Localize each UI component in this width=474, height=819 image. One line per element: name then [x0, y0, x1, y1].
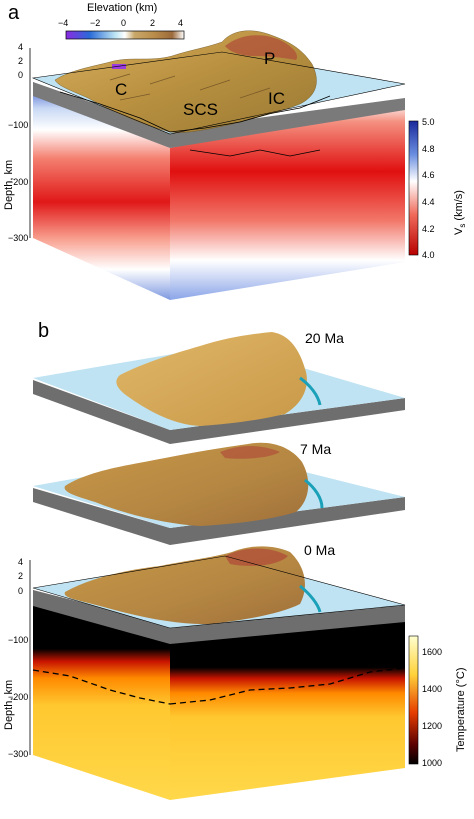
age-label-7ma: 7 Ma: [300, 441, 331, 457]
panel-a-depth-axis-title: Depth, km: [3, 160, 15, 210]
region-label-scs: SCS: [183, 100, 218, 119]
panel-a-basement: [33, 82, 405, 148]
elevation-colorbar-title: Elevation (km): [87, 2, 157, 14]
temperature-tick: 1200: [422, 721, 442, 731]
depth-tick: 2: [18, 56, 23, 66]
elevation-colorbar-ticks: −4 −2 0 2 4: [58, 18, 183, 28]
vs-colorbar: [408, 120, 419, 256]
vs-tick: 4.2: [422, 224, 435, 234]
slab-7ma-side: [33, 488, 405, 545]
vs-title-unit: (km/s): [453, 190, 465, 224]
depth-tick: −300: [8, 749, 28, 759]
panel-a-depth-ticks: 4 2 0 −100 −200 −300: [8, 42, 28, 243]
panel-b-depth-axis-title: Depth, km: [3, 680, 15, 730]
slab-0ma-topography: [64, 546, 305, 625]
panel-a-purple-patch: [112, 64, 126, 69]
slab-20ma-topography: [116, 332, 307, 426]
slab-7ma-coast: [304, 478, 324, 509]
age-label-0ma: 0 Ma: [304, 542, 335, 558]
panel-a-profile-line: [189, 149, 321, 157]
panel-a-letter: a: [8, 2, 20, 24]
isotherm-right: [169, 667, 406, 705]
temperature-colorbar: [408, 635, 419, 765]
panel-b-depth-ticks: 4 2 0 −100 −200 −300: [8, 557, 28, 759]
region-label-c: C: [115, 80, 127, 99]
panel-a-region-labels: C SCS IC P: [115, 49, 285, 119]
temperature-colorbar-ticks: 1600 1400 1200 1000: [422, 647, 442, 768]
panel-a-right-face: [170, 102, 405, 300]
depth-tick: 0: [18, 70, 23, 80]
panel-b-basement: [33, 590, 405, 644]
panel-a-coastline: [59, 91, 331, 133]
vs-tick: 4.4: [422, 197, 435, 207]
panel-a-ridges: [109, 73, 271, 101]
temperature-tick: 1600: [422, 647, 442, 657]
vs-tick: 4.6: [422, 170, 435, 180]
elevation-tick: 2: [150, 18, 155, 28]
panel-b-top-frame: [32, 555, 406, 629]
depth-tick: −100: [8, 635, 28, 645]
depth-tick: −200: [8, 177, 28, 187]
temperature-colorbar-title: Temperature (°C): [455, 668, 467, 752]
depth-tick: 0: [18, 586, 23, 596]
vs-colorbar-title: Vs (km/s): [453, 190, 467, 235]
depth-tick: −100: [8, 120, 28, 130]
panel-b-right-face: [170, 616, 405, 800]
depth-tick: 2: [18, 571, 23, 581]
vs-title-sub: s: [458, 224, 467, 228]
depth-tick: −200: [8, 692, 28, 702]
depth-tick: 4: [18, 557, 23, 567]
panel-a-top-frame: [31, 51, 406, 135]
elevation-tick: −2: [90, 18, 100, 28]
slab-20ma-side: [33, 380, 405, 444]
isotherm-left: [32, 669, 171, 705]
slab-0ma-coast: [299, 584, 322, 613]
panel-b-left-face: [33, 590, 170, 800]
depth-tick: −300: [8, 233, 28, 243]
panel-a-topography: [54, 30, 317, 133]
elevation-tick: −4: [58, 18, 68, 28]
panel-b-letter: b: [38, 320, 49, 342]
age-label-20ma: 20 Ma: [305, 330, 344, 346]
panel-a-tibet-highlands: [225, 35, 298, 60]
region-label-p: P: [264, 49, 275, 68]
vs-colorbar-ticks: 5.0 4.8 4.6 4.4 4.2 4.0: [422, 117, 435, 260]
region-label-ic: IC: [268, 89, 285, 108]
slab-20ma-coast: [299, 376, 322, 406]
elevation-colorbar: [65, 30, 185, 40]
elevation-tick: 0: [121, 18, 126, 28]
vs-title-main: V: [453, 227, 465, 235]
slab-0ma-highland: [225, 548, 288, 566]
vs-tick: 4.0: [422, 250, 435, 260]
vs-tick: 4.8: [422, 144, 435, 154]
slab-7ma-highland: [220, 446, 280, 459]
panel-a-left-face: [33, 82, 170, 300]
slab-7ma-topography: [64, 442, 309, 526]
depth-tick: 4: [18, 42, 23, 52]
vs-tick: 5.0: [422, 117, 435, 127]
elevation-tick: 4: [178, 18, 183, 28]
temperature-tick: 1400: [422, 684, 442, 694]
temperature-tick: 1000: [422, 758, 442, 768]
